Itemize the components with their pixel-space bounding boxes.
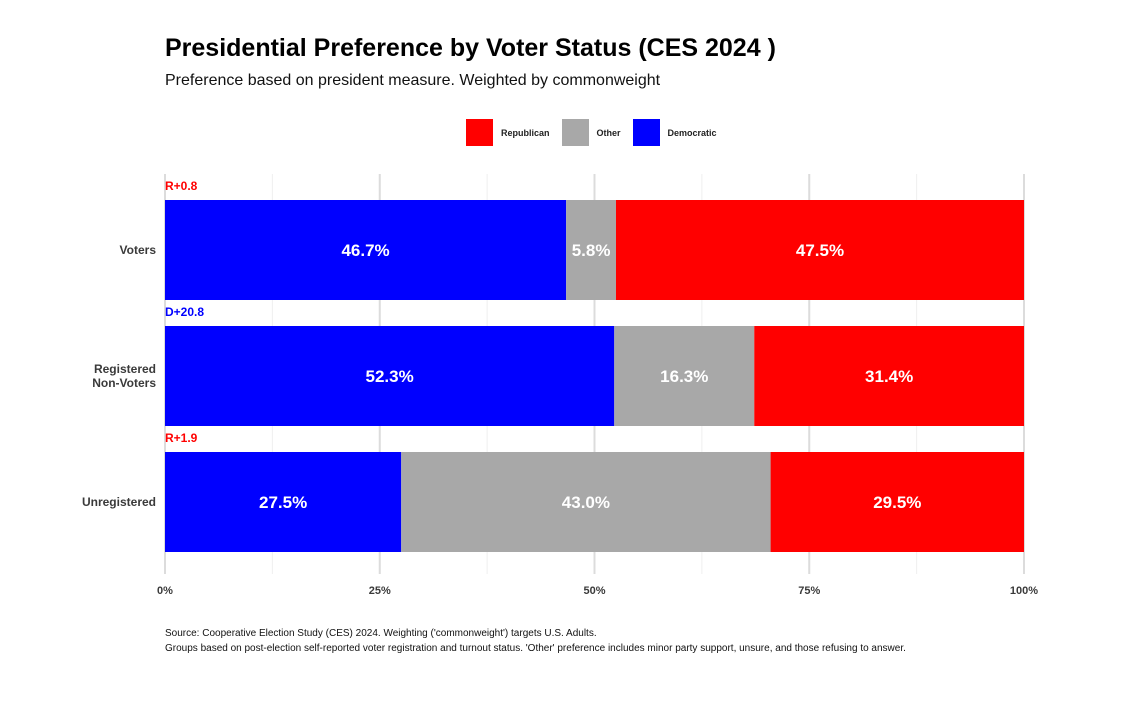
legend-swatch-republican (466, 119, 493, 146)
legend-label-democratic: Democratic (667, 127, 717, 138)
data-label: 47.5% (796, 241, 844, 260)
category-label-line: Unregistered (82, 495, 156, 509)
bar-segment-democratic (165, 200, 567, 300)
x-tick-label: 75% (798, 585, 820, 597)
chart-subtitle: Preference based on president measure. W… (165, 72, 661, 89)
x-tick-label: 0% (157, 585, 173, 597)
data-label: 43.0% (562, 493, 610, 512)
category-label-line: Non-Voters (92, 376, 156, 390)
legend-label-other: Other (596, 127, 621, 138)
legend-item-republican: Republican (466, 119, 550, 146)
category-label: Voters (120, 243, 157, 257)
x-tick-label: 50% (583, 585, 605, 597)
bar-segment-other (401, 452, 771, 552)
data-label: 52.3% (366, 367, 414, 386)
x-tick-label: 100% (1010, 585, 1038, 597)
x-tick-label: 25% (369, 585, 391, 597)
data-label: 29.5% (873, 493, 921, 512)
legend-item-other: Other (561, 119, 621, 146)
data-label: 16.3% (660, 367, 708, 386)
legend-label-republican: Republican (501, 127, 550, 138)
legend-swatch-other (561, 119, 589, 146)
legend-item-democratic: Democratic (632, 119, 717, 146)
bar-segment-republican (770, 452, 1024, 552)
bar-segment-republican (754, 326, 1024, 426)
legend: Republican Other Democratic (466, 119, 729, 146)
category-label: Registered Non-Voters (92, 362, 156, 390)
bar-segment-other (566, 200, 616, 300)
data-label: 27.5% (259, 493, 307, 512)
category-label-line: Voters (120, 243, 157, 257)
category-label-line: Registered (94, 362, 156, 376)
legend-swatch-democratic (632, 119, 660, 146)
bar-segment-other (614, 326, 755, 426)
bar-segment-republican (615, 200, 1024, 300)
bar-segment-democratic (165, 326, 615, 426)
caption-note: Groups based on post-election self-repor… (165, 643, 906, 654)
data-label: 31.4% (865, 367, 913, 386)
margin-annotation: D+20.8 (165, 305, 204, 319)
category-label: Unregistered (82, 495, 156, 509)
margin-annotation: R+1.9 (165, 431, 198, 445)
data-label: 5.8% (572, 241, 611, 260)
margin-annotation: R+0.8 (165, 179, 198, 193)
chart-title: Presidential Preference by Voter Status … (165, 34, 776, 62)
bar-segment-democratic (165, 452, 402, 552)
caption-source: Source: Cooperative Election Study (CES)… (165, 628, 597, 639)
data-label: 46.7% (341, 241, 389, 260)
